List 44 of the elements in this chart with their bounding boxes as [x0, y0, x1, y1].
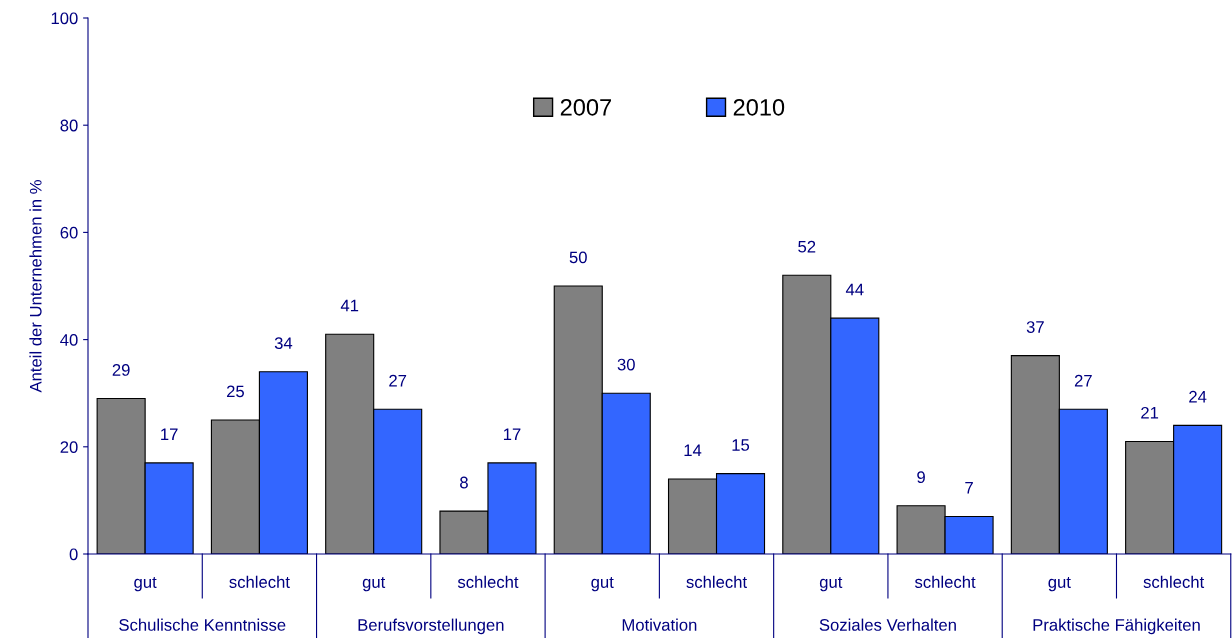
data-label: 30	[617, 358, 635, 371]
x-tick-label: schlecht	[229, 575, 290, 588]
x-tick-label: gut	[1048, 577, 1071, 592]
data-label: 41	[340, 299, 359, 312]
data-label: 25	[226, 385, 244, 398]
data-label: 7	[965, 482, 973, 494]
data-label: 14	[684, 444, 702, 457]
y-tick-label: 80	[60, 119, 78, 132]
data-label: 27	[1074, 374, 1092, 387]
data-label: 21	[1141, 406, 1159, 419]
x-tick-label: schlecht	[914, 575, 976, 588]
x-tick-label: gut	[819, 577, 843, 592]
data-label: 8	[460, 476, 468, 489]
x-tick-label: schlecht	[686, 575, 747, 588]
y-tick-label: 100	[51, 12, 78, 25]
y-tick-label: 40	[60, 334, 78, 346]
data-label: 17	[161, 428, 178, 440]
data-label: 37	[1026, 321, 1044, 333]
x-tick-label: schlecht	[457, 575, 519, 588]
y-axis-title: Anteil der Unternehmen in %	[29, 180, 42, 393]
data-label: 34	[274, 337, 293, 350]
data-label: 52	[798, 240, 816, 253]
text: Soziales Verhalten	[819, 618, 956, 631]
text: Motivation	[622, 618, 697, 631]
legend-label: 2010	[733, 98, 785, 116]
text: Schulische Kenntnisse	[119, 618, 286, 631]
x-tick-label: gut	[134, 577, 157, 592]
x-tick-label: schlecht	[1143, 575, 1205, 588]
legend-label: 2007	[560, 98, 611, 116]
text: Berufsvorstellungen	[358, 618, 504, 635]
data-label: 15	[732, 439, 750, 451]
x-tick-label: gut	[362, 577, 386, 592]
y-tick-label: 60	[60, 226, 78, 239]
data-label: 27	[389, 374, 407, 387]
y-tick-label: 20	[60, 441, 78, 453]
data-label: 17	[503, 428, 521, 440]
data-label: 29	[112, 364, 130, 376]
data-label: 24	[1189, 390, 1207, 403]
data-label: 50	[569, 251, 587, 264]
data-label: 44	[845, 283, 864, 296]
y-tick-label: 0	[69, 548, 78, 561]
x-tick-label: gut	[591, 577, 614, 592]
text: Praktische Fähigkeiten	[1033, 618, 1200, 635]
data-label: 9	[917, 471, 925, 484]
